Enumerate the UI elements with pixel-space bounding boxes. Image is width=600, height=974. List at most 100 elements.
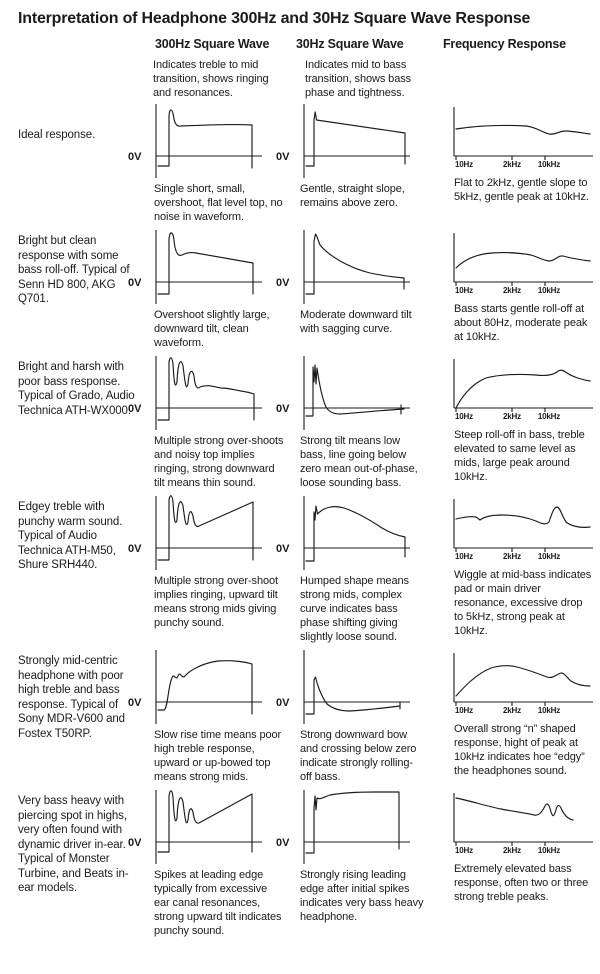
plot-axes — [303, 356, 410, 430]
cell-frequency-response: 10Hz 2kHz 10kHz Overall strong “n” shape… — [440, 648, 600, 778]
response-curve — [455, 506, 591, 528]
response-curve — [455, 252, 591, 269]
square-wave-30hz-plot: 0V — [276, 230, 410, 304]
square-wave-300hz-plot: 0V — [128, 356, 262, 430]
plot-caption: Humped shape means strong mids, complex … — [300, 575, 409, 643]
cell-frequency-response: 10Hz 2kHz 10kHz Flat to 2kHz, gentle slo… — [440, 102, 600, 204]
zero-volt-label: 0V — [128, 543, 142, 555]
tick-10hz: 10Hz — [455, 160, 473, 169]
plot-axes — [155, 356, 262, 430]
tick-10hz: 10Hz — [455, 846, 473, 855]
cell-30hz: 0V Moderate downward tilt with sagging c… — [276, 228, 440, 336]
zero-volt-label: 0V — [276, 543, 290, 555]
row-label: Strongly mid-centric headphone with poor… — [18, 655, 125, 740]
plot-axes — [453, 653, 593, 706]
cell-30hz: 0V Gentle, straight slope, remains above… — [276, 102, 440, 210]
plot-axes — [453, 359, 593, 412]
waveform-curve — [305, 791, 400, 854]
tick-10khz: 10kHz — [538, 160, 560, 169]
cell-300hz: 0V Slow rise time means poor high treble… — [128, 648, 295, 784]
frequency-response-plot: 10Hz 2kHz 10kHz — [453, 359, 593, 421]
diagram-row-bright-clean: Bright but clean response with some bass… — [0, 228, 600, 350]
cell-300hz: 0V Multiple strong over-shoot implies ri… — [128, 494, 295, 630]
tick-2khz: 2kHz — [503, 846, 521, 855]
plot-axes — [303, 104, 410, 178]
plot-caption: Strong tilt means low bass, line going b… — [300, 435, 418, 489]
cell-30hz: 0V Strongly rising leading edge after in… — [276, 788, 440, 924]
plot-caption: Bass starts gentle roll-off at about 80H… — [454, 303, 588, 343]
plot-axes — [155, 104, 262, 178]
frequency-response-plot: 10Hz 2kHz 10kHz — [453, 499, 593, 561]
tick-10khz: 10kHz — [538, 412, 560, 421]
tick-2khz: 2kHz — [503, 160, 521, 169]
tick-10khz: 10kHz — [538, 706, 560, 715]
diagram-row-edgey-treble: Edgey treble with punchy warm sound. Typ… — [0, 494, 600, 644]
plot-caption: Slow rise time means poor high treble re… — [154, 729, 282, 783]
zero-volt-label: 0V — [128, 277, 142, 289]
plot-caption: Multiple strong over-shoot implies ringi… — [154, 575, 278, 629]
waveform-curve — [305, 505, 406, 562]
response-curve — [455, 797, 574, 821]
column-description-300hz: Indicates treble to mid transition, show… — [153, 59, 269, 99]
row-label: Bright and harsh with poor bass response… — [18, 361, 135, 417]
diagram-row-mid-centric: Strongly mid-centric headphone with poor… — [0, 648, 600, 784]
square-wave-30hz-plot: 0V — [276, 356, 410, 430]
square-wave-30hz-plot: 0V — [276, 104, 410, 178]
zero-volt-label: 0V — [276, 697, 290, 709]
tick-10hz: 10Hz — [455, 412, 473, 421]
square-wave-300hz-plot: 0V — [128, 230, 262, 304]
plot-caption: Single short, small, overshoot, flat lev… — [154, 183, 283, 223]
plot-axes — [155, 650, 262, 724]
diagram-row-ideal: Ideal response. 0V Single short, small, … — [0, 102, 600, 224]
plot-caption: Strongly rising leading edge after initi… — [300, 869, 424, 923]
tick-2khz: 2kHz — [503, 552, 521, 561]
waveform-curve — [305, 233, 405, 295]
waveform-curve — [157, 660, 253, 715]
column-headers: 300Hz Square Wave 30Hz Square Wave Frequ… — [0, 37, 600, 51]
tick-2khz: 2kHz — [503, 412, 521, 421]
plot-axes — [155, 230, 262, 304]
plot-axes — [453, 499, 593, 552]
plot-axes — [303, 496, 410, 570]
plot-caption: Multiple strong over-shoots and noisy to… — [154, 435, 284, 489]
plot-axes — [303, 230, 410, 304]
waveform-curve — [157, 232, 254, 295]
waveform-curve — [157, 495, 254, 561]
diagram-row-bass-heavy: Very bass heavy with piercing spot in hi… — [0, 788, 600, 938]
response-curve — [455, 369, 591, 409]
waveform-curve — [157, 357, 255, 421]
plot-axes — [453, 233, 593, 286]
cell-300hz: 0V Overshoot slightly large, downward ti… — [128, 228, 295, 350]
row-label: Ideal response. — [18, 129, 96, 141]
plot-caption: Extremely elevated bass response, often … — [454, 863, 589, 903]
cell-frequency-response: 10Hz 2kHz 10kHz Steep roll-off in bass, … — [440, 354, 600, 484]
plot-axes — [303, 790, 410, 864]
plot-axes — [453, 793, 593, 846]
zero-volt-label: 0V — [276, 403, 290, 415]
frequency-response-plot: 10Hz 2kHz 10kHz — [453, 793, 593, 855]
waveform-curve — [305, 364, 405, 417]
column-description-30hz: Indicates mid to bass transition, shows … — [305, 59, 412, 99]
plot-caption: Moderate downward tilt with sagging curv… — [300, 309, 412, 335]
zero-volt-label: 0V — [128, 837, 142, 849]
square-wave-300hz-plot: 0V — [128, 790, 262, 864]
frequency-response-plot: 10Hz 2kHz 10kHz — [453, 653, 593, 715]
response-curve — [455, 124, 591, 135]
plot-caption: Gentle, straight slope, remains above ze… — [300, 183, 405, 209]
zero-volt-label: 0V — [128, 403, 142, 415]
column-descriptions: Indicates treble to mid transition, show… — [0, 58, 600, 100]
column-header-300hz: 300Hz Square Wave — [155, 37, 270, 51]
tick-10khz: 10kHz — [538, 286, 560, 295]
cell-300hz: 0V Multiple strong over-shoots and noisy… — [128, 354, 295, 490]
waveform-curve — [157, 109, 253, 169]
zero-volt-label: 0V — [276, 151, 290, 163]
cell-300hz: 0V Single short, small, overshoot, flat … — [128, 102, 295, 224]
square-wave-30hz-plot: 0V — [276, 790, 410, 864]
row-label: Edgey treble with punchy warm sound. Typ… — [18, 501, 123, 571]
response-curve — [455, 665, 591, 697]
plot-caption: Wiggle at mid-bass indicates pad or main… — [454, 569, 592, 637]
plot-caption: Overshoot slightly large, downward tilt,… — [154, 309, 270, 349]
cell-30hz: 0V Humped shape means strong mids, compl… — [276, 494, 440, 644]
cell-frequency-response: 10Hz 2kHz 10kHz Wiggle at mid-bass indic… — [440, 494, 600, 638]
square-wave-300hz-plot: 0V — [128, 104, 262, 178]
